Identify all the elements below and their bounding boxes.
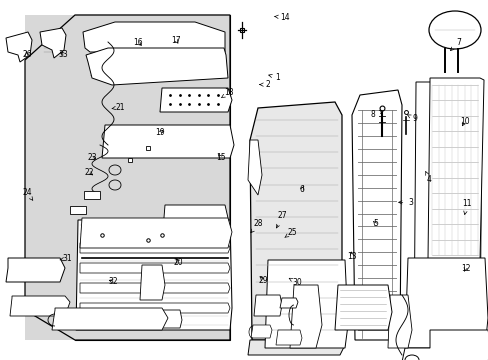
Polygon shape bbox=[413, 82, 481, 360]
Text: 31: 31 bbox=[60, 254, 72, 263]
Text: 4: 4 bbox=[425, 172, 431, 184]
Polygon shape bbox=[264, 260, 347, 348]
Polygon shape bbox=[52, 308, 168, 330]
Polygon shape bbox=[102, 125, 234, 158]
Polygon shape bbox=[6, 258, 65, 282]
Polygon shape bbox=[247, 140, 262, 195]
Polygon shape bbox=[80, 263, 229, 273]
Text: 30: 30 bbox=[288, 278, 302, 287]
Text: 8: 8 bbox=[369, 110, 382, 119]
Polygon shape bbox=[387, 295, 411, 348]
Text: 27: 27 bbox=[276, 211, 287, 228]
Polygon shape bbox=[70, 206, 86, 214]
Text: 10: 10 bbox=[459, 117, 468, 126]
Polygon shape bbox=[25, 15, 75, 340]
Text: 23: 23 bbox=[87, 153, 97, 162]
Polygon shape bbox=[80, 303, 229, 313]
Text: 19: 19 bbox=[155, 128, 165, 137]
Polygon shape bbox=[247, 340, 345, 355]
Polygon shape bbox=[80, 218, 231, 248]
Text: 14: 14 bbox=[274, 13, 289, 22]
Text: 29: 29 bbox=[258, 276, 267, 284]
Polygon shape bbox=[140, 265, 164, 300]
Polygon shape bbox=[80, 283, 229, 293]
Polygon shape bbox=[250, 325, 271, 338]
Text: 1: 1 bbox=[268, 73, 280, 82]
Text: 13: 13 bbox=[346, 252, 356, 261]
Text: 12: 12 bbox=[460, 264, 469, 273]
Text: 20: 20 bbox=[173, 258, 183, 266]
Polygon shape bbox=[427, 78, 483, 260]
Text: 22: 22 bbox=[84, 167, 94, 176]
Text: 16: 16 bbox=[133, 38, 142, 47]
Text: 18: 18 bbox=[221, 88, 233, 98]
Polygon shape bbox=[76, 220, 231, 330]
Polygon shape bbox=[163, 205, 227, 230]
Polygon shape bbox=[84, 191, 100, 199]
Polygon shape bbox=[160, 88, 231, 112]
Polygon shape bbox=[138, 310, 182, 328]
Polygon shape bbox=[351, 90, 401, 340]
Text: 17: 17 bbox=[171, 36, 181, 45]
Polygon shape bbox=[86, 48, 227, 85]
Polygon shape bbox=[10, 296, 70, 316]
Polygon shape bbox=[275, 330, 302, 345]
Text: 2: 2 bbox=[259, 80, 270, 89]
Text: 32: 32 bbox=[108, 277, 118, 286]
Polygon shape bbox=[334, 285, 391, 330]
Text: 7: 7 bbox=[449, 38, 460, 50]
Text: 15: 15 bbox=[216, 153, 225, 162]
Text: 21: 21 bbox=[112, 103, 124, 112]
Polygon shape bbox=[253, 295, 282, 316]
Polygon shape bbox=[401, 330, 488, 360]
Polygon shape bbox=[80, 243, 229, 253]
Text: 28: 28 bbox=[250, 219, 263, 233]
Polygon shape bbox=[25, 15, 229, 340]
Text: 33: 33 bbox=[59, 50, 68, 59]
Polygon shape bbox=[404, 258, 487, 348]
Text: 26: 26 bbox=[22, 50, 32, 59]
Text: 25: 25 bbox=[284, 228, 297, 238]
Polygon shape bbox=[280, 298, 297, 308]
Polygon shape bbox=[83, 22, 224, 58]
Text: 6: 6 bbox=[299, 184, 304, 194]
Ellipse shape bbox=[428, 11, 480, 49]
Text: 11: 11 bbox=[461, 199, 471, 215]
Polygon shape bbox=[249, 102, 341, 340]
Polygon shape bbox=[40, 28, 66, 58]
Text: 3: 3 bbox=[398, 198, 412, 207]
Polygon shape bbox=[75, 15, 229, 340]
Text: 24: 24 bbox=[22, 188, 33, 200]
Polygon shape bbox=[6, 32, 32, 62]
Text: 9: 9 bbox=[406, 114, 416, 123]
Text: 5: 5 bbox=[372, 219, 377, 228]
Polygon shape bbox=[289, 285, 321, 348]
